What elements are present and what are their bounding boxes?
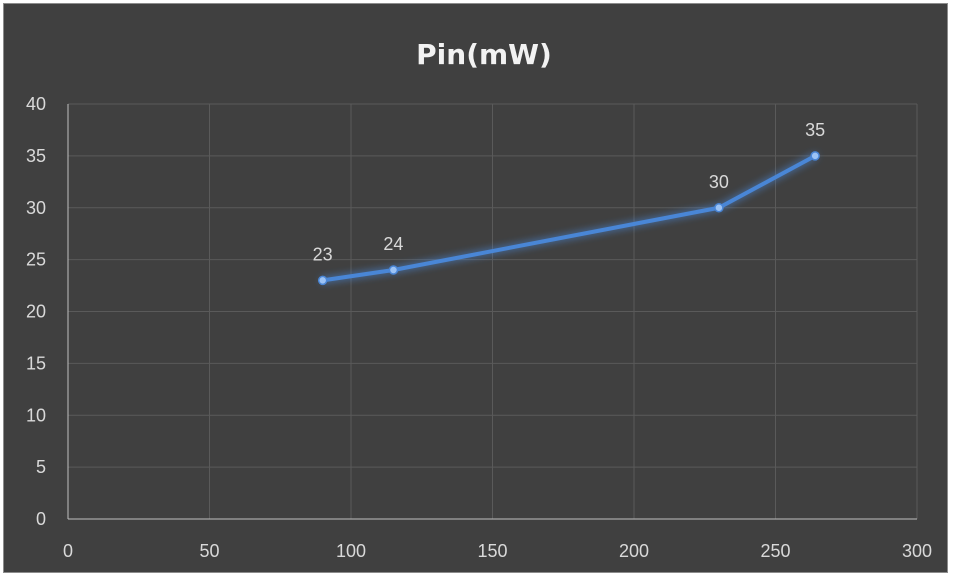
y-tick-label: 15 bbox=[26, 353, 46, 373]
data-label: 23 bbox=[313, 244, 333, 264]
y-tick-label: 10 bbox=[26, 405, 46, 425]
series-layer: 23 24 30 35 bbox=[313, 120, 825, 286]
x-tick-label: 150 bbox=[477, 541, 507, 561]
y-tick-label: 25 bbox=[26, 250, 46, 270]
y-tick-label: 20 bbox=[26, 302, 46, 322]
data-point bbox=[388, 265, 399, 275]
chart-frame bbox=[3, 3, 948, 573]
data-label: 35 bbox=[805, 120, 825, 140]
x-tick-label: 0 bbox=[63, 541, 73, 561]
y-tick-label: 40 bbox=[26, 94, 46, 114]
x-tick-label: 250 bbox=[760, 541, 790, 561]
x-tick-label: 300 bbox=[902, 541, 932, 561]
chart-title: Pin(mW) bbox=[416, 38, 552, 71]
x-tick-label: 50 bbox=[199, 541, 219, 561]
y-tick-label: 30 bbox=[26, 198, 46, 218]
data-point bbox=[810, 151, 820, 161]
grid-layer bbox=[68, 103, 918, 519]
y-tick-label: 5 bbox=[36, 457, 46, 477]
data-point bbox=[714, 203, 724, 213]
data-point bbox=[317, 275, 328, 286]
series-line bbox=[320, 153, 818, 283]
data-label: 24 bbox=[383, 234, 403, 254]
y-tick-label: 35 bbox=[26, 146, 46, 166]
y-tick-label: 0 bbox=[36, 509, 46, 529]
x-tick-label: 200 bbox=[619, 541, 649, 561]
x-tick-label: 100 bbox=[336, 541, 366, 561]
data-label: 30 bbox=[709, 172, 729, 192]
axis-layer: 0 5 10 15 20 25 30 35 40 0 50 100 150 200 250 300 bbox=[26, 94, 932, 561]
